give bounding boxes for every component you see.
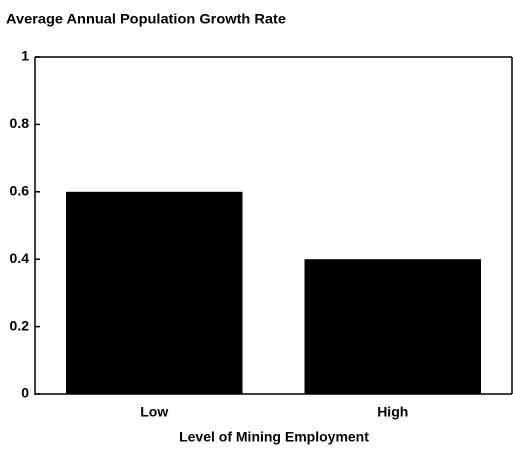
y-tick-label: 0.8 [10, 115, 30, 131]
y-tick-label: 0.6 [10, 183, 30, 199]
y-tick-label: 1 [21, 48, 29, 64]
bar [304, 259, 481, 394]
x-axis-label: Level of Mining Employment [179, 429, 369, 445]
y-tick-label: 0 [21, 385, 29, 401]
x-tick-label: Low [140, 404, 168, 420]
bar [66, 191, 243, 394]
chart-title: Average Annual Population Growth Rate [6, 11, 286, 27]
x-tick-label: High [377, 404, 408, 420]
y-tick-label: 0.4 [10, 250, 30, 266]
y-tick-label: 0.2 [10, 317, 30, 333]
